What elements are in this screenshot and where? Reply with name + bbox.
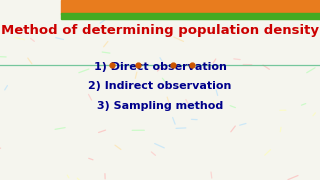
Text: 2) Indirect observation: 2) Indirect observation — [88, 81, 232, 91]
Bar — [61, 13, 320, 19]
Text: 3) Sampling method: 3) Sampling method — [97, 101, 223, 111]
Text: 1) Direct observation: 1) Direct observation — [93, 62, 227, 72]
Bar — [61, 0, 320, 14]
Text: Method of determining population density: Method of determining population density — [1, 24, 319, 37]
